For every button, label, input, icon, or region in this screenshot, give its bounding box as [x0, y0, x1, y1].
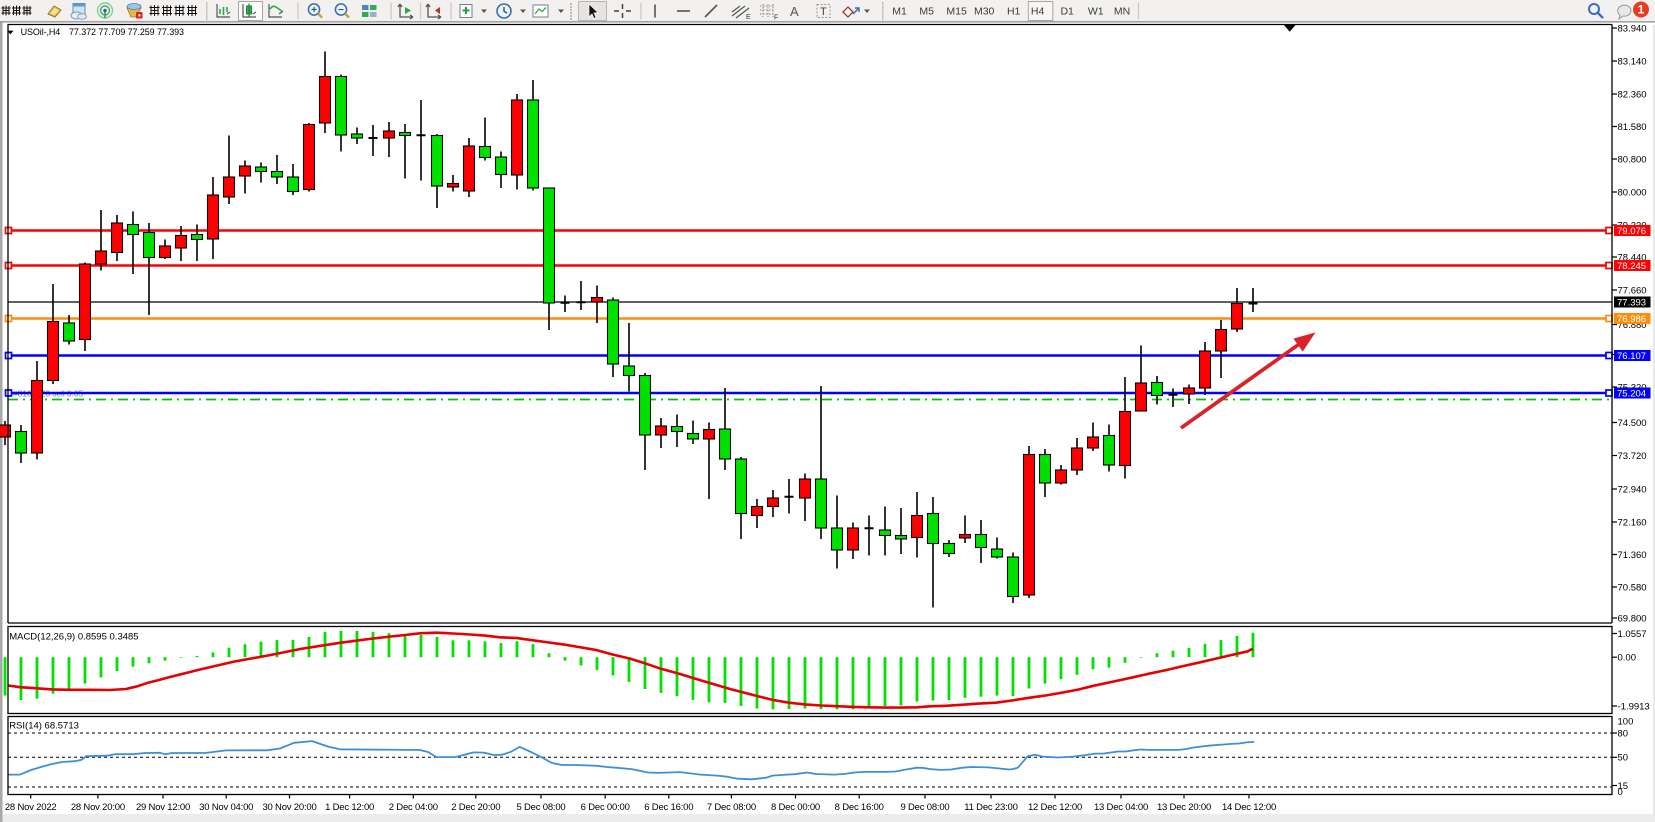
svg-text:81.580: 81.580 — [1618, 122, 1647, 133]
svg-text:H4: H4 — [1031, 6, 1045, 18]
svg-text:71.360: 71.360 — [1618, 550, 1647, 561]
svg-text:M1: M1 — [892, 6, 907, 18]
svg-text:80.000: 80.000 — [1618, 187, 1647, 198]
svg-text:75.204: 75.204 — [1617, 388, 1646, 399]
svg-text:76.107: 76.107 — [1617, 351, 1646, 362]
svg-text:83.940: 83.940 — [1618, 23, 1647, 34]
svg-text:80: 80 — [1618, 728, 1629, 739]
svg-text:29 Nov 12:00: 29 Nov 12:00 — [136, 802, 190, 813]
svg-text:M5: M5 — [919, 6, 934, 18]
svg-text:73.720: 73.720 — [1618, 451, 1647, 462]
svg-text:13 Dec 20:00: 13 Dec 20:00 — [1157, 802, 1211, 813]
svg-text:5 Dec 08:00: 5 Dec 08:00 — [516, 802, 565, 813]
svg-text:H1: H1 — [1007, 6, 1021, 18]
svg-text:MACD(12,26,9) 0.8595 0.3485: MACD(12,26,9) 0.8595 0.3485 — [9, 632, 138, 643]
svg-text:USOil-,H4: USOil-,H4 — [21, 27, 61, 37]
svg-text:1 Dec 12:00: 1 Dec 12:00 — [325, 802, 374, 813]
svg-text:100: 100 — [1618, 716, 1634, 727]
svg-text:77.372 77.709 77.259 77.393: 77.372 77.709 77.259 77.393 — [69, 27, 184, 37]
svg-text:13 Dec 04:00: 13 Dec 04:00 — [1094, 802, 1148, 813]
svg-text:69.800: 69.800 — [1618, 613, 1647, 624]
svg-text:A: A — [790, 4, 799, 19]
svg-text:72.940: 72.940 — [1618, 484, 1647, 495]
svg-text:28 Nov 20:00: 28 Nov 20:00 — [71, 802, 125, 813]
svg-text:50: 50 — [1618, 753, 1629, 764]
svg-text:78.440: 78.440 — [1618, 252, 1647, 263]
svg-text:0: 0 — [1618, 787, 1623, 798]
svg-text:70.580: 70.580 — [1618, 582, 1647, 593]
svg-text:9 Dec 08:00: 9 Dec 08:00 — [900, 802, 949, 813]
svg-text:1.0557: 1.0557 — [1618, 629, 1647, 640]
svg-text:8 Dec 00:00: 8 Dec 00:00 — [771, 802, 820, 813]
svg-text:74.500: 74.500 — [1618, 418, 1647, 429]
svg-text:8 Dec 16:00: 8 Dec 16:00 — [835, 802, 884, 813]
svg-text:-1.9913: -1.9913 — [1618, 701, 1650, 712]
svg-text:2 Dec 20:00: 2 Dec 20:00 — [451, 802, 500, 813]
svg-text:+: + — [311, 5, 317, 16]
svg-text:80.800: 80.800 — [1618, 154, 1647, 165]
svg-text:6 Dec 16:00: 6 Dec 16:00 — [644, 802, 693, 813]
svg-text:E: E — [746, 14, 751, 21]
svg-text:83.140: 83.140 — [1618, 56, 1647, 67]
svg-text:D1: D1 — [1060, 6, 1074, 18]
svg-text:79.076: 79.076 — [1617, 226, 1646, 237]
svg-text:28 Nov 2022: 28 Nov 2022 — [5, 802, 57, 813]
svg-text:M15: M15 — [946, 6, 967, 18]
svg-text:76.880: 76.880 — [1618, 320, 1647, 331]
svg-text:MN: MN — [1114, 6, 1130, 18]
svg-text:7 Dec 08:00: 7 Dec 08:00 — [707, 802, 756, 813]
svg-text:2 Dec 04:00: 2 Dec 04:00 — [389, 802, 438, 813]
svg-text:1: 1 — [1638, 3, 1645, 17]
svg-text:11 Dec 23:00: 11 Dec 23:00 — [964, 802, 1017, 813]
svg-text:−: − — [338, 5, 344, 16]
svg-text:77.393: 77.393 — [1617, 297, 1646, 308]
svg-text:30 Nov 20:00: 30 Nov 20:00 — [262, 802, 316, 813]
svg-text:30 Nov 04:00: 30 Nov 04:00 — [199, 802, 253, 813]
svg-text:12 Dec 12:00: 12 Dec 12:00 — [1028, 802, 1082, 813]
svg-text:6 Dec 00:00: 6 Dec 00:00 — [581, 802, 630, 813]
svg-text:RSI(14) 68.5713: RSI(14) 68.5713 — [9, 720, 79, 731]
svg-text:82.360: 82.360 — [1618, 89, 1647, 100]
svg-text:78.245: 78.245 — [1617, 261, 1646, 272]
svg-text:72.160: 72.160 — [1618, 517, 1647, 528]
svg-text:14 Dec 12:00: 14 Dec 12:00 — [1222, 802, 1276, 813]
svg-text:15: 15 — [1618, 781, 1629, 792]
svg-text:0.00: 0.00 — [1618, 653, 1637, 664]
svg-text:W1: W1 — [1088, 6, 1104, 18]
svg-text:76.986: 76.986 — [1617, 314, 1646, 325]
svg-text:T: T — [820, 6, 827, 18]
svg-text:M30: M30 — [974, 6, 995, 18]
svg-text:77.660: 77.660 — [1618, 285, 1647, 296]
svg-text:F: F — [774, 15, 778, 22]
